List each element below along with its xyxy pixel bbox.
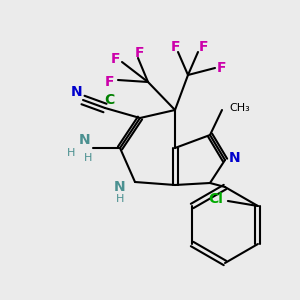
Text: C: C [104,93,114,107]
Text: F: F [198,40,208,54]
Text: N: N [114,180,126,194]
Text: F: F [217,61,227,75]
Text: F: F [170,40,180,54]
Text: N: N [79,133,91,147]
Text: CH₃: CH₃ [229,103,250,113]
Text: N: N [229,151,241,165]
Text: F: F [104,75,114,89]
Text: F: F [110,52,120,66]
Text: H: H [67,148,75,158]
Text: F: F [135,46,145,60]
Text: Cl: Cl [208,192,223,206]
Text: H: H [116,194,124,204]
Text: H: H [84,153,92,163]
Text: N: N [71,85,83,99]
